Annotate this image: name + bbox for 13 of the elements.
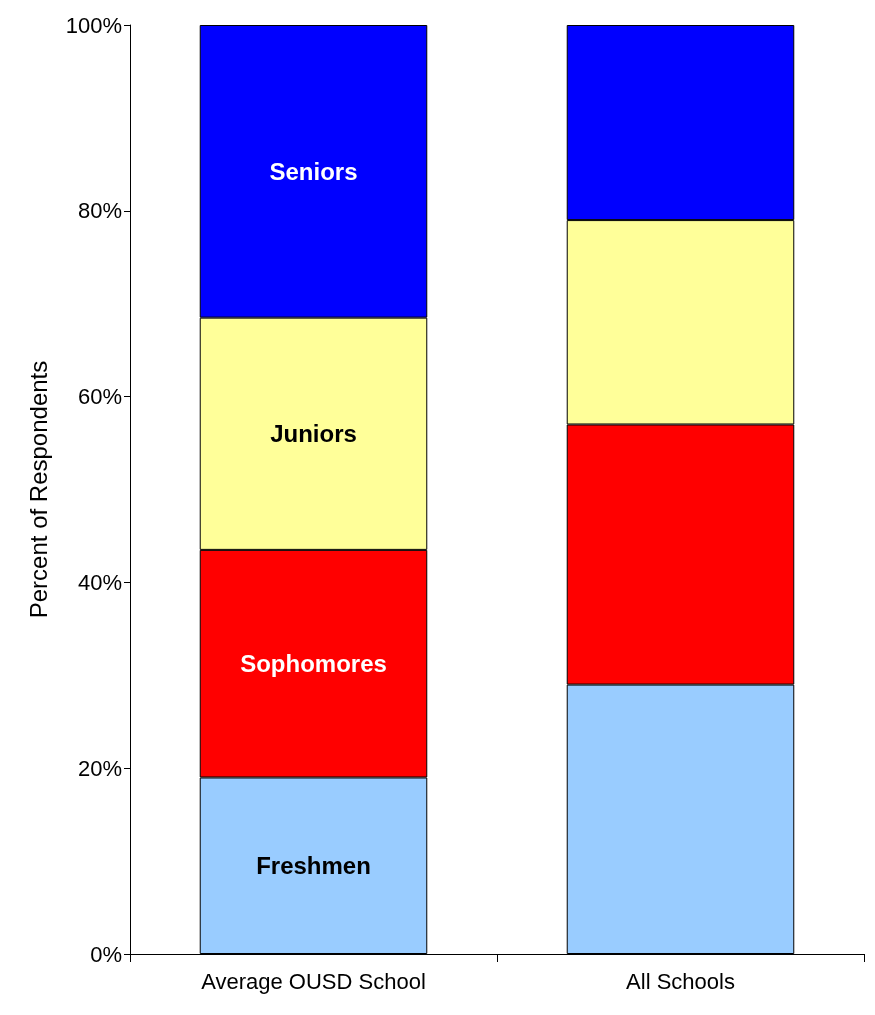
series-label: Freshmen [256,852,371,880]
y-tick-label: 100% [65,12,122,38]
y-tick-label: 0% [90,941,122,967]
y-tick-label: 20% [77,755,122,781]
y-axis-title: Percent of Respondents [24,360,52,619]
series-label: Juniors [270,420,357,448]
y-tick-label: 40% [77,569,122,595]
y-tick-label: 80% [77,198,122,224]
x-tick-label: Average OUSD School [201,968,426,994]
y-tick-label: 60% [77,384,122,410]
x-tick-label: All Schools [626,968,735,994]
series-label: Seniors [269,157,358,185]
series-label: Sophomores [240,650,387,678]
